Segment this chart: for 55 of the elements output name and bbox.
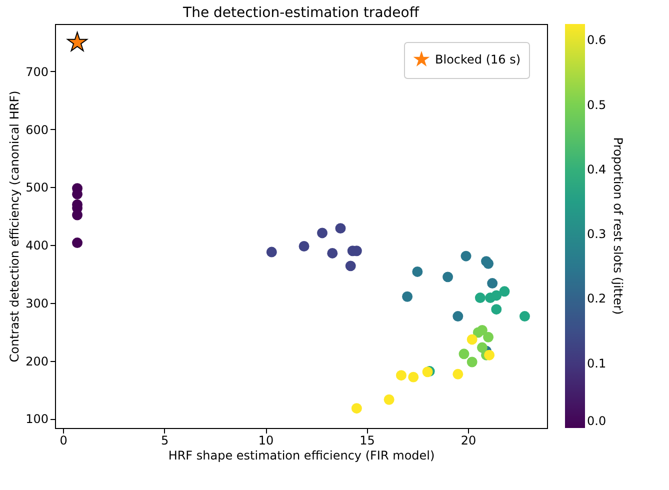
point <box>345 260 356 272</box>
point <box>266 246 277 258</box>
legend-label: Blocked (16 s) <box>435 52 521 66</box>
x-tick-label: 0 <box>60 434 68 448</box>
point <box>384 394 394 405</box>
point <box>298 241 310 252</box>
point <box>408 372 419 382</box>
point <box>452 368 464 380</box>
color-bar-label: 0.3 <box>587 227 606 242</box>
x-tick-label: 15 <box>360 434 375 448</box>
point <box>466 334 478 345</box>
point <box>67 32 88 52</box>
x-axis-title: HRF shape estimation efficiency (FIR model) <box>168 448 435 462</box>
point <box>491 304 502 315</box>
color-bar-label: 0.2 <box>587 292 606 306</box>
point <box>327 248 338 258</box>
y-tick-label: 500 <box>26 180 48 195</box>
y-tick-label: 200 <box>26 354 48 368</box>
point <box>476 324 488 336</box>
point <box>483 332 494 342</box>
y-tick-label: 700 <box>26 64 48 79</box>
color-bar-label: 0.0 <box>587 414 606 428</box>
y-tick-label: 400 <box>26 238 48 253</box>
chart-title: The detection-estimation tradeoff <box>182 5 420 21</box>
point <box>460 250 472 262</box>
point <box>519 311 530 322</box>
point <box>335 223 346 234</box>
color-bar-label: 0.1 <box>587 356 606 370</box>
point <box>458 348 470 360</box>
y-axis-title: Contrast detection efficiency (canonical HRF) <box>8 90 22 362</box>
x-tick-label: 5 <box>161 434 169 448</box>
color-bar-title: Proportion of rest slots (jitter) <box>611 137 625 315</box>
point <box>466 356 478 368</box>
point <box>72 210 83 220</box>
point <box>452 311 464 322</box>
point <box>72 238 83 248</box>
point <box>317 228 328 238</box>
point <box>484 350 495 360</box>
x-tick-label: 10 <box>258 434 274 448</box>
y-tick-label: 100 <box>26 412 48 426</box>
point <box>499 286 510 297</box>
point <box>402 291 413 302</box>
y-tick-label: 600 <box>26 122 48 137</box>
x-tick-label: 20 <box>460 434 476 448</box>
point <box>396 370 406 381</box>
point <box>474 292 486 304</box>
point <box>487 278 498 289</box>
point <box>491 290 502 301</box>
y-tick-label: 300 <box>26 296 48 310</box>
color-bar-label: 0.6 <box>587 33 606 48</box>
point <box>442 272 454 282</box>
color-bar-label: 0.5 <box>587 98 606 112</box>
point <box>412 266 423 277</box>
point <box>351 403 362 414</box>
color-bar-label: 0.4 <box>587 162 606 176</box>
